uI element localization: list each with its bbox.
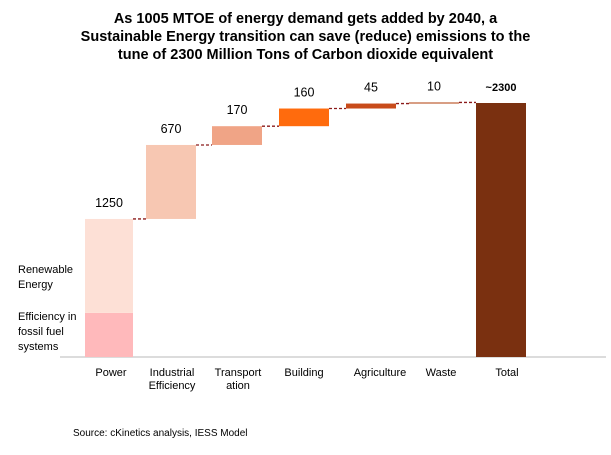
power-breakdown-label-1-line-3: systems (18, 341, 59, 353)
waterfall-bar-4 (279, 108, 329, 127)
category-label-3-line-1: Transport (215, 367, 262, 379)
value-label-4: 160 (294, 86, 315, 100)
value-label-7: ~2300 (486, 82, 517, 94)
category-label-2-line-1: Industrial (150, 367, 195, 379)
value-label-5: 45 (364, 81, 378, 95)
category-label-7: Total (495, 367, 518, 379)
value-label-2: 670 (161, 122, 182, 136)
waterfall-bar-5 (346, 103, 396, 109)
waterfall-bar-3 (212, 126, 262, 145)
chart-title-line-2: Sustainable Energy transition can save (… (80, 29, 531, 45)
source-note: Source: cKinetics analysis, IESS Model (73, 428, 248, 439)
category-label-5: Agriculture (354, 367, 407, 379)
power-segment-bar-1 (85, 312, 133, 357)
waterfall-bar-7 (476, 103, 526, 357)
value-label-1: 1250 (95, 196, 123, 210)
category-label-1: Power (95, 367, 127, 379)
power-breakdown-label-2-line-2: Energy (18, 279, 53, 291)
category-label-3-line-2: ation (226, 380, 250, 392)
category-label-4: Building (284, 367, 323, 379)
waterfall-bar-6 (409, 102, 459, 104)
value-label-6: 10 (427, 79, 441, 93)
power-breakdown-label-2-line-1: Renewable (18, 264, 73, 276)
power-breakdown-label-1-line-1: Efficiency in (18, 311, 77, 323)
category-label-6: Waste (426, 367, 457, 379)
chart-title-line-3: tune of 2300 Million Tons of Carbon diox… (117, 47, 494, 63)
chart-title-line-1: As 1005 MTOE of energy demand gets added… (113, 11, 498, 27)
value-label-3: 170 (227, 103, 248, 117)
category-label-2-line-2: Efficiency (149, 380, 196, 392)
power-breakdown-label-1-line-2: fossil fuel (18, 326, 64, 338)
waterfall-bar-2 (146, 144, 196, 219)
power-segment-bar-2 (85, 218, 133, 313)
